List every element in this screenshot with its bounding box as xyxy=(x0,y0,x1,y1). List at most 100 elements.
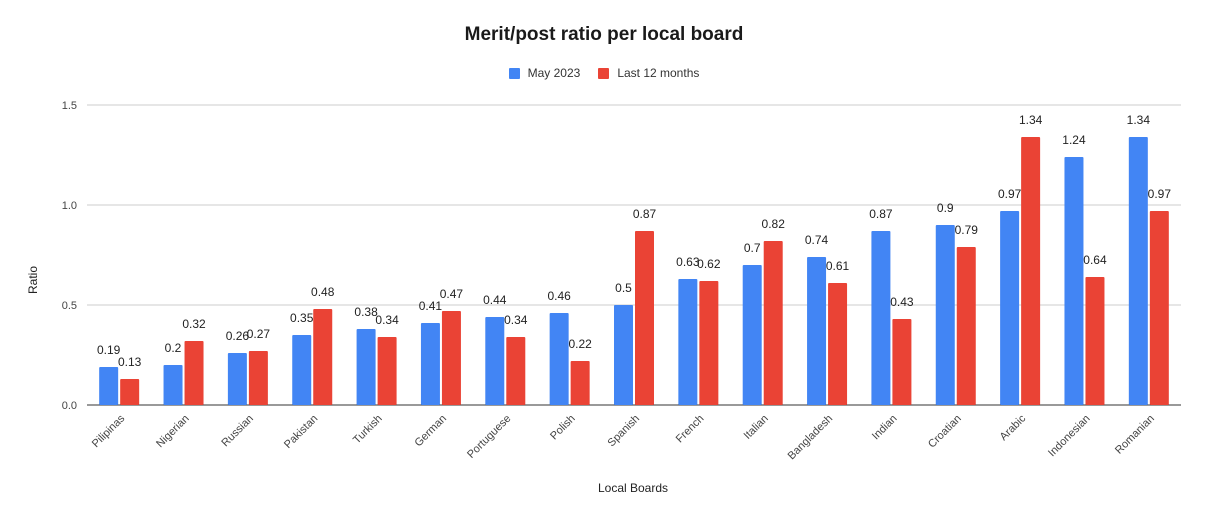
bar xyxy=(99,367,119,405)
x-tick-label: Russian xyxy=(219,413,256,450)
data-label: 1.34 xyxy=(1019,113,1043,127)
bar xyxy=(614,305,633,405)
data-label: 0.64 xyxy=(1083,253,1107,267)
data-label: 0.79 xyxy=(955,223,979,237)
bar xyxy=(635,231,654,405)
legend-item-last-12-months[interactable]: Last 12 months xyxy=(598,66,699,80)
data-label: 0.7 xyxy=(744,241,761,255)
legend-item-may-2023[interactable]: May 2023 xyxy=(508,66,581,80)
data-label: 0.44 xyxy=(483,293,507,307)
x-tick-label: German xyxy=(412,413,449,450)
x-tick-label: Nigerian xyxy=(154,413,191,450)
bar xyxy=(441,311,461,405)
bar xyxy=(935,225,955,405)
bar xyxy=(1128,137,1148,405)
x-tick-label: Turkish xyxy=(351,413,385,447)
x-tick-label: Croatian xyxy=(926,413,964,451)
bar xyxy=(184,341,204,405)
legend-label-may-2023: May 2023 xyxy=(527,66,581,80)
x-tick-label: Indian xyxy=(870,413,900,443)
bar xyxy=(163,365,183,405)
bar xyxy=(549,313,569,405)
data-label: 0.87 xyxy=(633,207,657,221)
legend-swatch-may-2023 xyxy=(508,67,520,79)
bar xyxy=(248,351,268,405)
bar xyxy=(1021,137,1041,405)
bar xyxy=(699,281,719,405)
data-label: 0.9 xyxy=(937,201,954,215)
x-tick-label: Pilipinas xyxy=(90,412,128,450)
bar xyxy=(570,361,590,405)
data-label: 0.41 xyxy=(419,299,443,313)
data-label: 0.19 xyxy=(97,343,121,357)
bar xyxy=(356,329,376,405)
x-axis-title: Local Boards xyxy=(597,481,669,495)
data-label: 0.48 xyxy=(311,285,335,299)
y-tick-label: 1.5 xyxy=(62,100,77,112)
data-label: 0.47 xyxy=(440,287,464,301)
x-tick-label: Polish xyxy=(548,413,578,443)
bar xyxy=(1149,211,1169,405)
x-tick-label: Indonesian xyxy=(1046,413,1093,460)
data-label: 0.34 xyxy=(375,313,399,327)
bar xyxy=(1000,211,1020,405)
y-tick-label: 1.0 xyxy=(62,200,77,212)
data-label: 0.32 xyxy=(182,317,206,331)
bar xyxy=(956,247,976,405)
data-label: 0.2 xyxy=(165,341,182,355)
bar xyxy=(1085,277,1105,405)
bar xyxy=(828,283,848,405)
data-label: 1.34 xyxy=(1127,113,1151,127)
x-tick-label: Italian xyxy=(742,413,771,442)
data-label: 0.62 xyxy=(697,257,721,271)
data-label: 0.43 xyxy=(890,295,914,309)
y-axis-title: Ratio xyxy=(26,265,40,295)
bar xyxy=(292,335,312,405)
bar xyxy=(227,353,247,405)
legend-label-last-12-months: Last 12 months xyxy=(617,66,700,80)
legend-swatch-last-12-months xyxy=(598,67,610,79)
data-label: 0.22 xyxy=(568,337,592,351)
data-label: 0.97 xyxy=(998,187,1022,201)
x-tick-label: Portuguese xyxy=(465,413,513,461)
bar xyxy=(313,309,333,405)
bar xyxy=(506,337,526,405)
bar xyxy=(420,323,440,405)
bar xyxy=(1064,157,1084,405)
bar xyxy=(678,279,698,405)
data-label: 0.26 xyxy=(226,329,250,343)
chart-title: Merit/post ratio per local board xyxy=(464,24,744,45)
bar xyxy=(892,319,912,405)
y-tick-label: 0.0 xyxy=(62,400,77,412)
data-label: 0.27 xyxy=(247,327,271,341)
data-label: 0.82 xyxy=(762,217,786,231)
bar xyxy=(377,337,397,405)
legend: May 2023 Last 12 months xyxy=(0,66,1208,80)
bar xyxy=(871,231,891,405)
y-tick-label: 0.5 xyxy=(62,300,77,312)
x-tick-label: Bangladesh xyxy=(786,413,836,463)
data-label: 0.61 xyxy=(826,259,850,273)
data-label: 0.97 xyxy=(1148,187,1172,201)
data-label: 0.63 xyxy=(676,255,700,269)
bar xyxy=(485,317,505,405)
data-label: 0.13 xyxy=(118,355,142,369)
data-label: 0.35 xyxy=(290,311,314,325)
data-label: 0.38 xyxy=(354,305,378,319)
data-label: 0.74 xyxy=(805,233,829,247)
x-tick-label: Spanish xyxy=(606,413,643,450)
x-tick-label: French xyxy=(674,413,707,446)
x-tick-label: Arabic xyxy=(998,412,1029,443)
data-label: 0.5 xyxy=(615,281,632,295)
x-tick-label: Romanian xyxy=(1113,413,1157,457)
bar xyxy=(120,379,140,405)
bar xyxy=(807,257,827,405)
data-label: 0.46 xyxy=(547,289,571,303)
data-label: 0.87 xyxy=(869,207,893,221)
data-label: 1.24 xyxy=(1062,133,1086,147)
bar xyxy=(742,265,762,405)
x-tick-label: Pakistan xyxy=(282,413,320,451)
bar xyxy=(763,241,783,405)
data-label: 0.34 xyxy=(504,313,528,327)
